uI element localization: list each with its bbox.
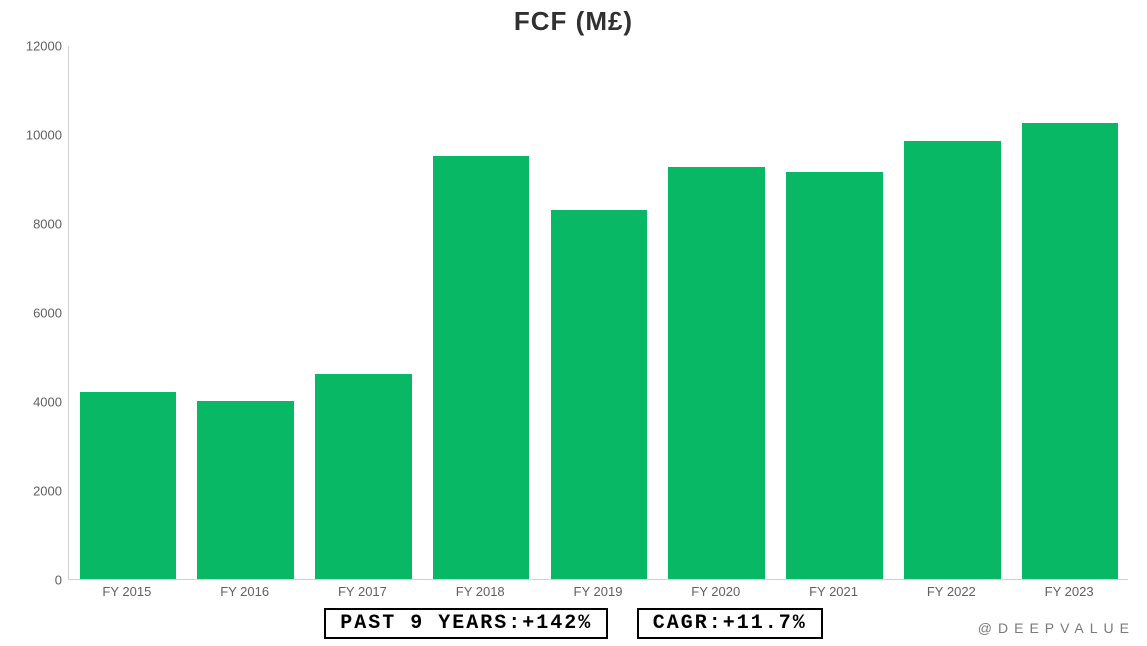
x-tick-label: FY 2018: [456, 584, 505, 599]
x-tick-label: FY 2020: [691, 584, 740, 599]
x-tick-label: FY 2016: [220, 584, 269, 599]
stat-box-past-years: PAST 9 YEARS:+142%: [324, 608, 608, 639]
x-tick-label: FY 2017: [338, 584, 387, 599]
bar: [1022, 123, 1119, 579]
x-tick-label: FY 2023: [1045, 584, 1094, 599]
x-tick-label: FY 2022: [927, 584, 976, 599]
footer-stats: PAST 9 YEARS:+142% CAGR:+11.7%: [0, 608, 1147, 639]
y-tick-label: 4000: [0, 395, 62, 410]
bar: [551, 210, 648, 579]
chart-title: FCF (M£): [0, 6, 1147, 37]
bar: [904, 141, 1001, 579]
watermark: @DEEPVALUE: [978, 620, 1135, 636]
bar: [786, 172, 883, 579]
x-tick-label: FY 2021: [809, 584, 858, 599]
x-tick-label: FY 2015: [102, 584, 151, 599]
bar: [80, 392, 177, 579]
y-tick-label: 12000: [0, 39, 62, 54]
y-tick-label: 0: [0, 573, 62, 588]
fcf-bar-chart: FCF (M£) 0 2000 4000 6000 8000 10000 12000 FY …: [0, 0, 1147, 646]
bar: [668, 167, 765, 579]
bar: [433, 156, 530, 579]
stat-box-cagr: CAGR:+11.7%: [637, 608, 823, 639]
bar: [315, 374, 412, 579]
y-tick-label: 10000: [0, 128, 62, 143]
plot-area: [68, 46, 1128, 580]
y-tick-label: 2000: [0, 484, 62, 499]
y-tick-label: 8000: [0, 217, 62, 232]
x-tick-label: FY 2019: [574, 584, 623, 599]
y-tick-label: 6000: [0, 306, 62, 321]
bar: [197, 401, 294, 579]
